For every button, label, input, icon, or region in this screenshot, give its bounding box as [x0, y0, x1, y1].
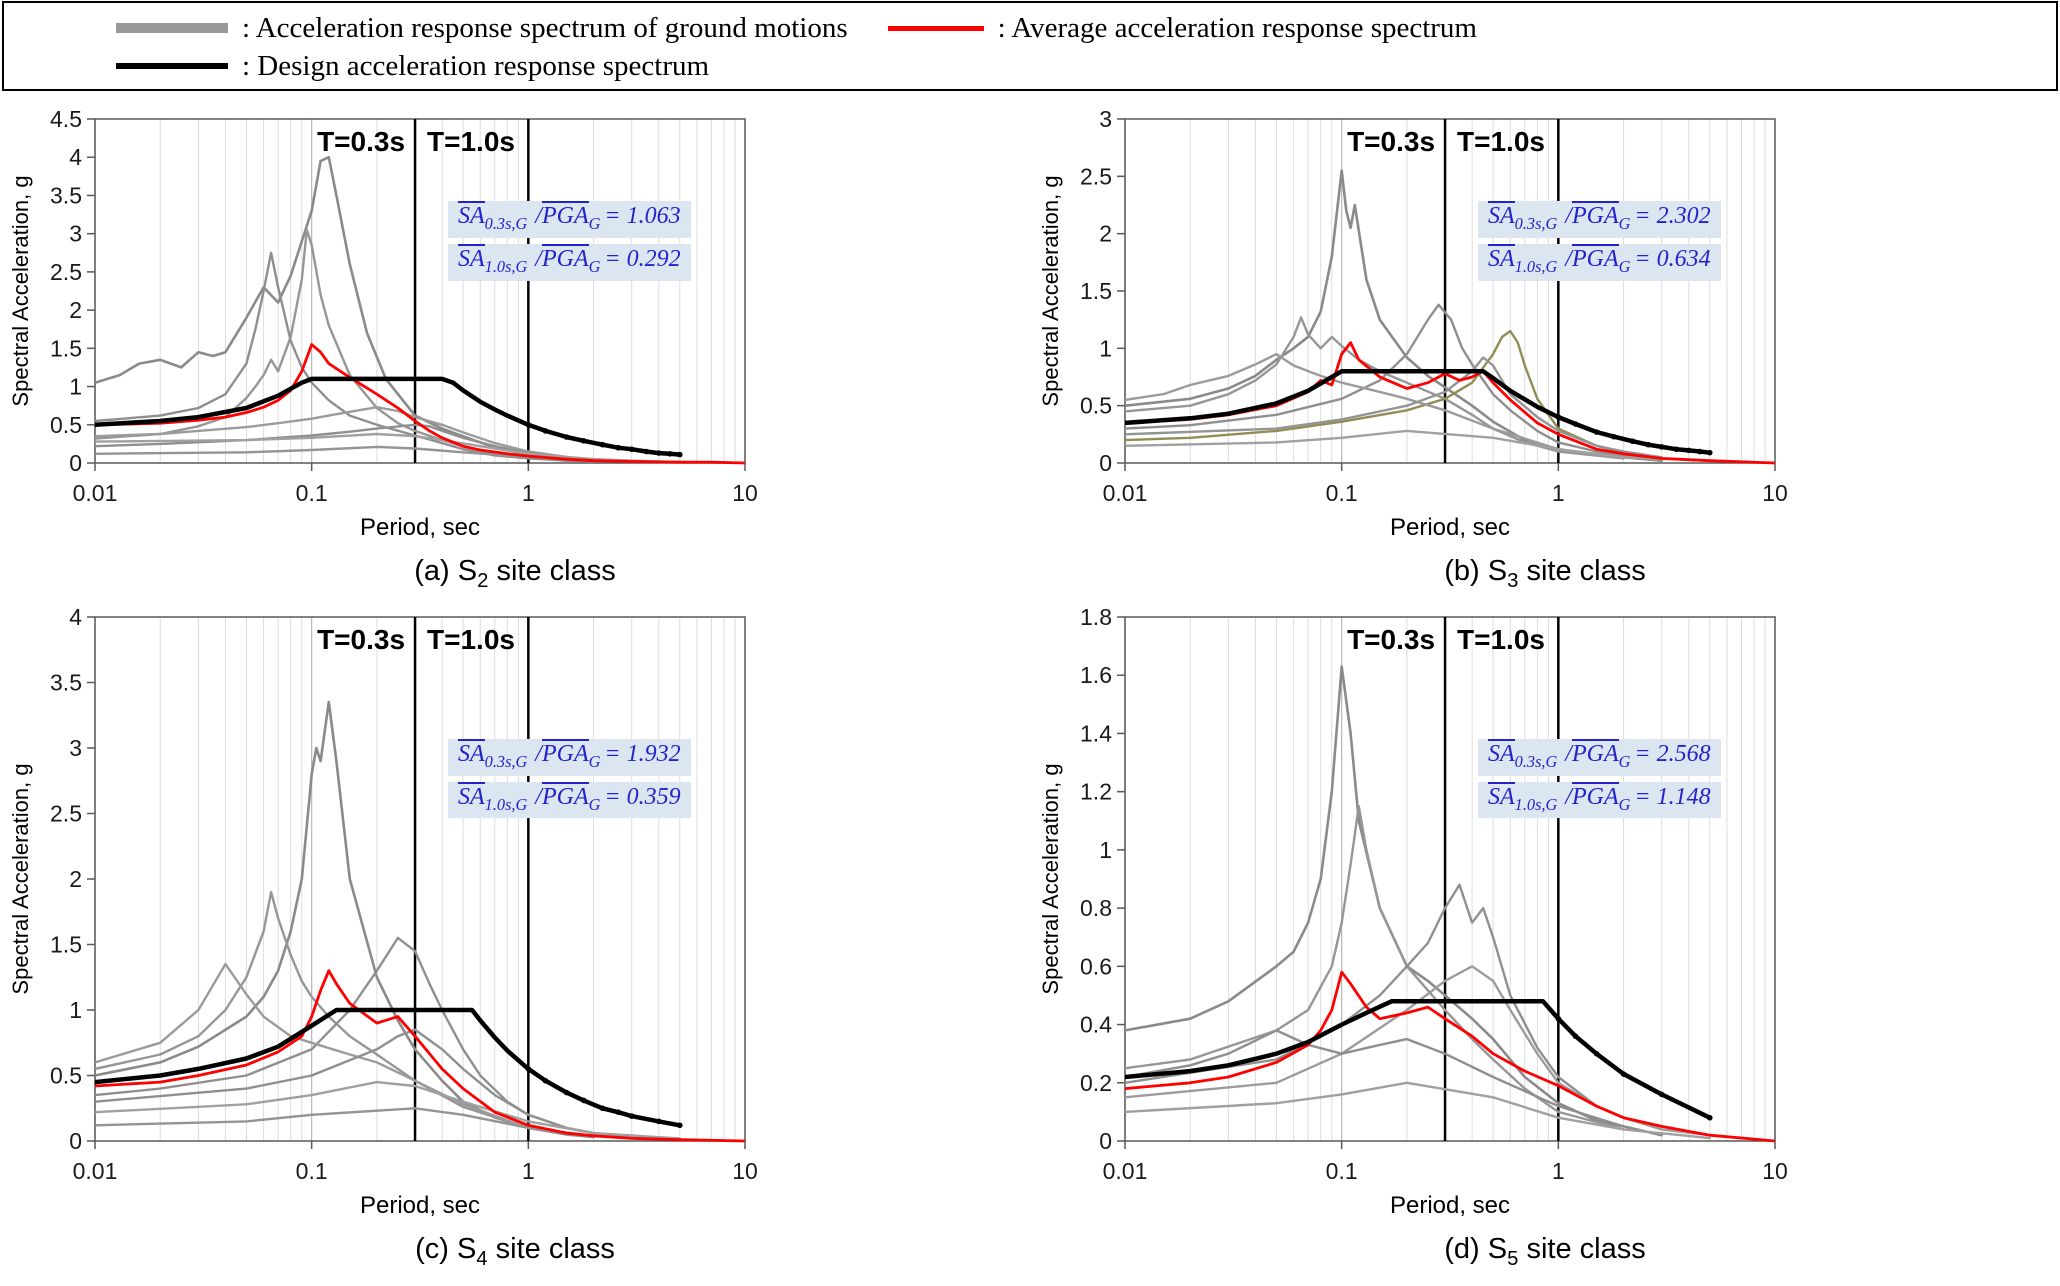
- legend-label-average: : Average acceleration response spectrum: [997, 11, 1477, 44]
- legend-item-design: : Design acceleration response spectrum: [116, 50, 709, 83]
- svg-text:3.5: 3.5: [50, 669, 82, 695]
- svg-text:T=1.0s: T=1.0s: [1457, 624, 1545, 655]
- svg-text:4: 4: [69, 144, 82, 170]
- svg-text:4.5: 4.5: [50, 106, 82, 132]
- svg-text:2: 2: [69, 297, 82, 323]
- svg-text:1: 1: [1552, 480, 1565, 506]
- svg-text:2.5: 2.5: [50, 259, 82, 285]
- subplot-d: 0 0.2 0.4 0.6 0.8 1 1.2 1.4 1.6 1.8 0.01 0.1 1 10 T=0.…: [1030, 593, 2060, 1271]
- svg-text:0: 0: [1099, 450, 1112, 476]
- svg-text:0.1: 0.1: [1326, 1158, 1358, 1184]
- svg-text:Spectral Acceleration, g: Spectral Acceleration, g: [8, 763, 33, 994]
- legend-row-1: : Acceleration response spectrum of grou…: [116, 9, 2056, 47]
- svg-text:1: 1: [69, 374, 82, 400]
- svg-text:0.5: 0.5: [50, 412, 82, 438]
- svg-text:T=0.3s: T=0.3s: [1347, 126, 1435, 157]
- svg-text:T=0.3s: T=0.3s: [317, 624, 405, 655]
- svg-text:1: 1: [522, 1158, 535, 1184]
- subplot-a: 0 0.5 1 1.5 2 2.5 3 3.5 4 4.5 0.01 0.1 1 10 T=0.3s T=1.…: [0, 95, 1030, 593]
- svg-text:1.8: 1.8: [1080, 604, 1112, 630]
- subplot-c: 0 0.5 1 1.5 2 2.5 3 3.5 4 0.01 0.1 1 10 T=0.3s T=1.0s P…: [0, 593, 1030, 1271]
- svg-text:1.6: 1.6: [1080, 662, 1112, 688]
- svg-text:2: 2: [1099, 221, 1112, 247]
- svg-text:3: 3: [69, 735, 82, 761]
- svg-text:0.4: 0.4: [1080, 1011, 1112, 1037]
- svg-text:1.2: 1.2: [1080, 778, 1112, 804]
- svg-text:0: 0: [69, 450, 82, 476]
- design-line-swatch: [116, 63, 228, 69]
- svg-text:10: 10: [732, 480, 758, 506]
- svg-text:0.8: 0.8: [1080, 895, 1112, 921]
- caption-c: (c) S4 site class: [415, 1232, 615, 1270]
- svg-text:0.01: 0.01: [1103, 480, 1148, 506]
- svg-text:1: 1: [1099, 335, 1112, 361]
- svg-text:10: 10: [732, 1158, 758, 1184]
- svg-text:0.2: 0.2: [1080, 1070, 1112, 1096]
- svg-text:0.01: 0.01: [1103, 1158, 1148, 1184]
- caption-a: (a) S2 site class: [414, 555, 616, 592]
- svg-text:1.4: 1.4: [1080, 720, 1112, 746]
- svg-text:0.5: 0.5: [1080, 393, 1112, 419]
- average-line-swatch: [887, 25, 984, 31]
- legend-item-average: : Average acceleration response spectrum: [887, 11, 1477, 45]
- svg-text:T=0.3s: T=0.3s: [317, 126, 405, 157]
- chart-canvas-d: 0 0.2 0.4 0.6 0.8 1 1.2 1.4 1.6 1.8 0.01 0.1 1 10 T=0.…: [1038, 604, 1788, 1219]
- legend-label-design: : Design acceleration response spectrum: [242, 49, 710, 82]
- svg-text:0.01: 0.01: [73, 1158, 118, 1184]
- svg-text:10: 10: [1762, 480, 1788, 506]
- svg-text:0.5: 0.5: [50, 1062, 82, 1088]
- svg-text:2.5: 2.5: [1080, 163, 1112, 189]
- svg-text:1.5: 1.5: [1080, 278, 1112, 304]
- chart-canvas-a: 0 0.5 1 1.5 2 2.5 3 3.5 4 4.5 0.01 0.1 1 10 T=0.3s T=1.…: [8, 106, 758, 541]
- legend: : Acceleration response spectrum of grou…: [2, 1, 2058, 91]
- svg-text:Period, sec: Period, sec: [360, 514, 480, 541]
- legend-item-ground: : Acceleration response spectrum of grou…: [116, 12, 848, 45]
- chart-canvas-c: 0 0.5 1 1.5 2 2.5 3 3.5 4 0.01 0.1 1 10 T=0.3s T=1.0s P…: [8, 604, 758, 1219]
- svg-text:0.6: 0.6: [1080, 953, 1112, 979]
- chart-canvas-b: 0 0.5 1 1.5 2 2.5 3 0.01 0.1 1 10 T=0.3s T=1.0s Perio…: [1038, 106, 1788, 541]
- ground-motion-line-swatch: [116, 23, 228, 33]
- chart-grid: 0 0.5 1 1.5 2 2.5 3 3.5 4 4.5 0.01 0.1 1 10 T=0.3s T=1.…: [0, 95, 2060, 1271]
- svg-text:3: 3: [1099, 106, 1112, 132]
- caption-b: (b) S3 site class: [1444, 555, 1646, 592]
- svg-text:T=1.0s: T=1.0s: [427, 624, 515, 655]
- svg-text:0.01: 0.01: [73, 480, 118, 506]
- svg-text:Spectral Acceleration, g: Spectral Acceleration, g: [1038, 175, 1063, 406]
- svg-text:4: 4: [69, 604, 82, 630]
- svg-text:T=1.0s: T=1.0s: [427, 126, 515, 157]
- svg-text:3: 3: [69, 221, 82, 247]
- svg-text:0.1: 0.1: [1326, 480, 1358, 506]
- svg-text:0: 0: [1099, 1128, 1112, 1154]
- svg-text:1: 1: [69, 997, 82, 1023]
- svg-text:1: 1: [1552, 1158, 1565, 1184]
- svg-text:1: 1: [1099, 837, 1112, 863]
- svg-text:2: 2: [69, 866, 82, 892]
- svg-text:1.5: 1.5: [50, 931, 82, 957]
- svg-text:Period, sec: Period, sec: [1390, 1192, 1510, 1219]
- svg-text:1.5: 1.5: [50, 335, 82, 361]
- legend-label-ground: : Acceleration response spectrum of grou…: [242, 11, 848, 44]
- subplot-b: 0 0.5 1 1.5 2 2.5 3 0.01 0.1 1 10 T=0.3s T=1.0s Perio…: [1030, 95, 2060, 593]
- legend-row-2: : Design acceleration response spectrum: [116, 47, 2056, 85]
- svg-text:2.5: 2.5: [50, 800, 82, 826]
- svg-text:0.1: 0.1: [296, 480, 328, 506]
- svg-text:10: 10: [1762, 1158, 1788, 1184]
- svg-text:Period, sec: Period, sec: [1390, 514, 1510, 541]
- svg-text:T=1.0s: T=1.0s: [1457, 126, 1545, 157]
- svg-text:0: 0: [69, 1128, 82, 1154]
- svg-text:1: 1: [522, 480, 535, 506]
- svg-text:T=0.3s: T=0.3s: [1347, 624, 1435, 655]
- caption-d: (d) S5 site class: [1444, 1232, 1646, 1270]
- svg-text:Period, sec: Period, sec: [360, 1192, 480, 1219]
- svg-text:0.1: 0.1: [296, 1158, 328, 1184]
- svg-text:Spectral Acceleration, g: Spectral Acceleration, g: [8, 175, 33, 406]
- svg-text:3.5: 3.5: [50, 182, 82, 208]
- svg-text:Spectral Acceleration, g: Spectral Acceleration, g: [1038, 763, 1063, 994]
